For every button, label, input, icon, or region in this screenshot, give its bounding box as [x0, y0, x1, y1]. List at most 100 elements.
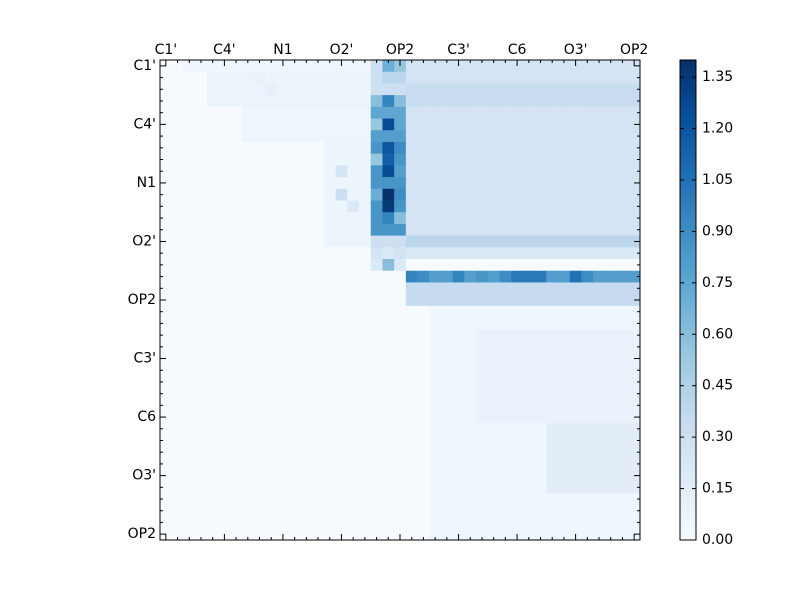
heatmap-cell	[511, 282, 524, 295]
heatmap-cell	[230, 165, 243, 178]
heatmap-cell	[604, 305, 617, 318]
heatmap-cell	[370, 352, 383, 365]
heatmap-cell	[511, 352, 524, 365]
heatmap-cell	[183, 247, 196, 260]
heatmap-cell	[405, 376, 418, 389]
heatmap-cell	[218, 329, 231, 342]
heatmap-cell	[569, 188, 582, 201]
heatmap-cell	[195, 106, 208, 119]
heatmap-cell	[487, 294, 500, 307]
heatmap-cell	[499, 294, 512, 307]
heatmap-cell	[440, 376, 454, 389]
heatmap-cell	[440, 504, 454, 517]
heatmap-cell	[628, 376, 641, 389]
heatmap-cell	[569, 270, 582, 283]
heatmap-cell	[476, 165, 489, 178]
heatmap-cell	[265, 95, 278, 108]
heatmap-cell	[616, 446, 629, 459]
heatmap-cell	[253, 188, 266, 201]
heatmap-cell	[405, 329, 418, 342]
heatmap-cell	[417, 469, 430, 482]
heatmap-cell	[534, 469, 547, 482]
heatmap-cell	[405, 60, 418, 73]
heatmap-cell	[581, 399, 594, 412]
heatmap-cell	[616, 481, 629, 494]
heatmap-cell	[370, 469, 383, 482]
heatmap-cell	[359, 317, 372, 330]
heatmap-cell	[499, 130, 512, 143]
heatmap-cell	[487, 387, 500, 400]
heatmap-cell	[499, 83, 512, 96]
heatmap-cell	[499, 434, 512, 447]
heatmap-cell	[616, 177, 629, 190]
heatmap-cell	[312, 212, 325, 225]
heatmap-cell	[300, 118, 313, 131]
heatmap-cell	[499, 376, 512, 389]
heatmap-cell	[487, 516, 500, 529]
heatmap-cell	[616, 165, 629, 178]
heatmap-cell	[265, 458, 278, 471]
heatmap-cell	[581, 247, 594, 260]
heatmap-cell	[487, 118, 500, 131]
heatmap-cell	[546, 282, 559, 295]
heatmap-cell	[160, 481, 173, 494]
heatmap-cell	[429, 200, 442, 213]
heatmap-cell	[405, 305, 418, 318]
heatmap-cell	[452, 481, 465, 494]
heatmap-cell	[241, 247, 255, 260]
heatmap-cell	[300, 458, 313, 471]
heatmap-cell	[288, 399, 301, 412]
heatmap-cell	[581, 528, 594, 541]
heatmap-cell	[206, 223, 219, 237]
heatmap-cell	[370, 504, 383, 517]
heatmap-cell	[558, 458, 571, 471]
heatmap-cell	[511, 95, 524, 108]
heatmap-cell	[206, 259, 219, 272]
heatmap-cell	[405, 141, 418, 155]
heatmap-cell	[604, 446, 617, 459]
heatmap-cell	[382, 329, 395, 342]
heatmap-cell	[569, 458, 582, 471]
heatmap-cell	[464, 446, 477, 459]
heatmap-cell	[604, 376, 617, 389]
heatmap-cell	[206, 83, 219, 96]
heatmap-cell	[195, 235, 208, 248]
heatmap-cell	[171, 188, 184, 201]
heatmap-cell	[347, 458, 360, 471]
heatmap-cell	[429, 247, 442, 260]
heatmap-cell	[534, 141, 547, 155]
heatmap-cell	[160, 223, 173, 237]
heatmap-cell	[359, 504, 372, 517]
heatmap-cell	[160, 212, 173, 225]
heatmap-cell	[323, 141, 337, 155]
heatmap-cell	[522, 95, 536, 108]
heatmap-cell	[300, 130, 313, 143]
heatmap-cell	[218, 200, 231, 213]
heatmap-cell	[429, 83, 442, 96]
heatmap-cell	[522, 270, 536, 283]
heatmap-cell	[230, 516, 243, 529]
heatmap-cell	[206, 71, 219, 84]
heatmap-cell	[604, 165, 617, 178]
heatmap-cell	[546, 212, 559, 225]
heatmap-cell	[593, 411, 606, 424]
heatmap-cell	[405, 223, 418, 237]
heatmap-cell	[616, 458, 629, 471]
heatmap-cell	[183, 165, 196, 178]
heatmap-cell	[335, 83, 348, 96]
heatmap-cell	[440, 95, 454, 108]
heatmap-cell	[616, 130, 629, 143]
heatmap-cell	[558, 212, 571, 225]
heatmap-cell	[534, 188, 547, 201]
heatmap-cell	[405, 200, 418, 213]
heatmap-cell	[171, 165, 184, 178]
x-tick-label: OP2	[386, 42, 414, 58]
heatmap-cell	[312, 528, 325, 541]
heatmap-cell	[616, 188, 629, 201]
heatmap-cell	[593, 71, 606, 84]
heatmap-cell	[511, 270, 524, 283]
heatmap-cell	[616, 71, 629, 84]
heatmap-cell	[429, 259, 442, 272]
heatmap-cell	[183, 223, 196, 237]
heatmap-cell	[300, 259, 313, 272]
